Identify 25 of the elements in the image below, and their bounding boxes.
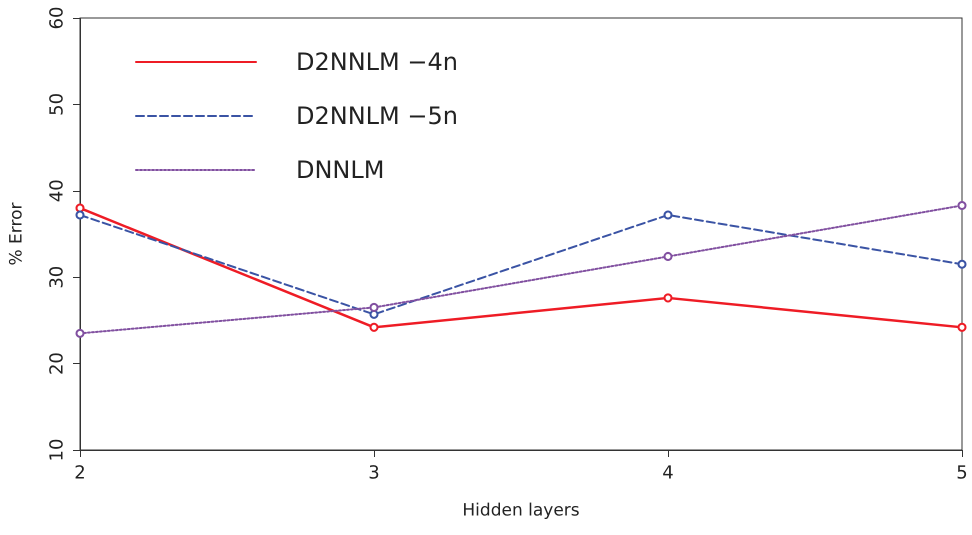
point <box>76 328 84 338</box>
point <box>958 322 966 332</box>
point <box>370 302 378 312</box>
point <box>958 260 966 269</box>
y-tick-label: 20 <box>46 352 68 376</box>
x-tick-label: 3 <box>368 462 380 484</box>
x-tick-label: 2 <box>74 462 86 484</box>
x-tick-label: 5 <box>956 462 968 484</box>
legend-label: D2NNLM −4n <box>296 48 458 76</box>
point <box>664 210 672 220</box>
point <box>76 210 84 220</box>
y-tick-label: 60 <box>46 6 68 30</box>
y-tick-label: 50 <box>46 92 68 116</box>
y-tick-label: 40 <box>46 179 68 202</box>
point <box>958 200 966 210</box>
point <box>664 293 672 302</box>
x-axis-title: Hidden layers <box>462 500 580 520</box>
y-tick-label: 30 <box>46 266 68 289</box>
y-axis-title: % Error <box>6 202 26 266</box>
point <box>370 322 378 332</box>
point <box>664 252 672 261</box>
legend-label: D2NNLM −5n <box>296 102 458 130</box>
y-tick-label: 10 <box>46 438 68 462</box>
legend-label: DNNLM <box>296 156 384 184</box>
x-tick-label: 4 <box>662 462 674 484</box>
